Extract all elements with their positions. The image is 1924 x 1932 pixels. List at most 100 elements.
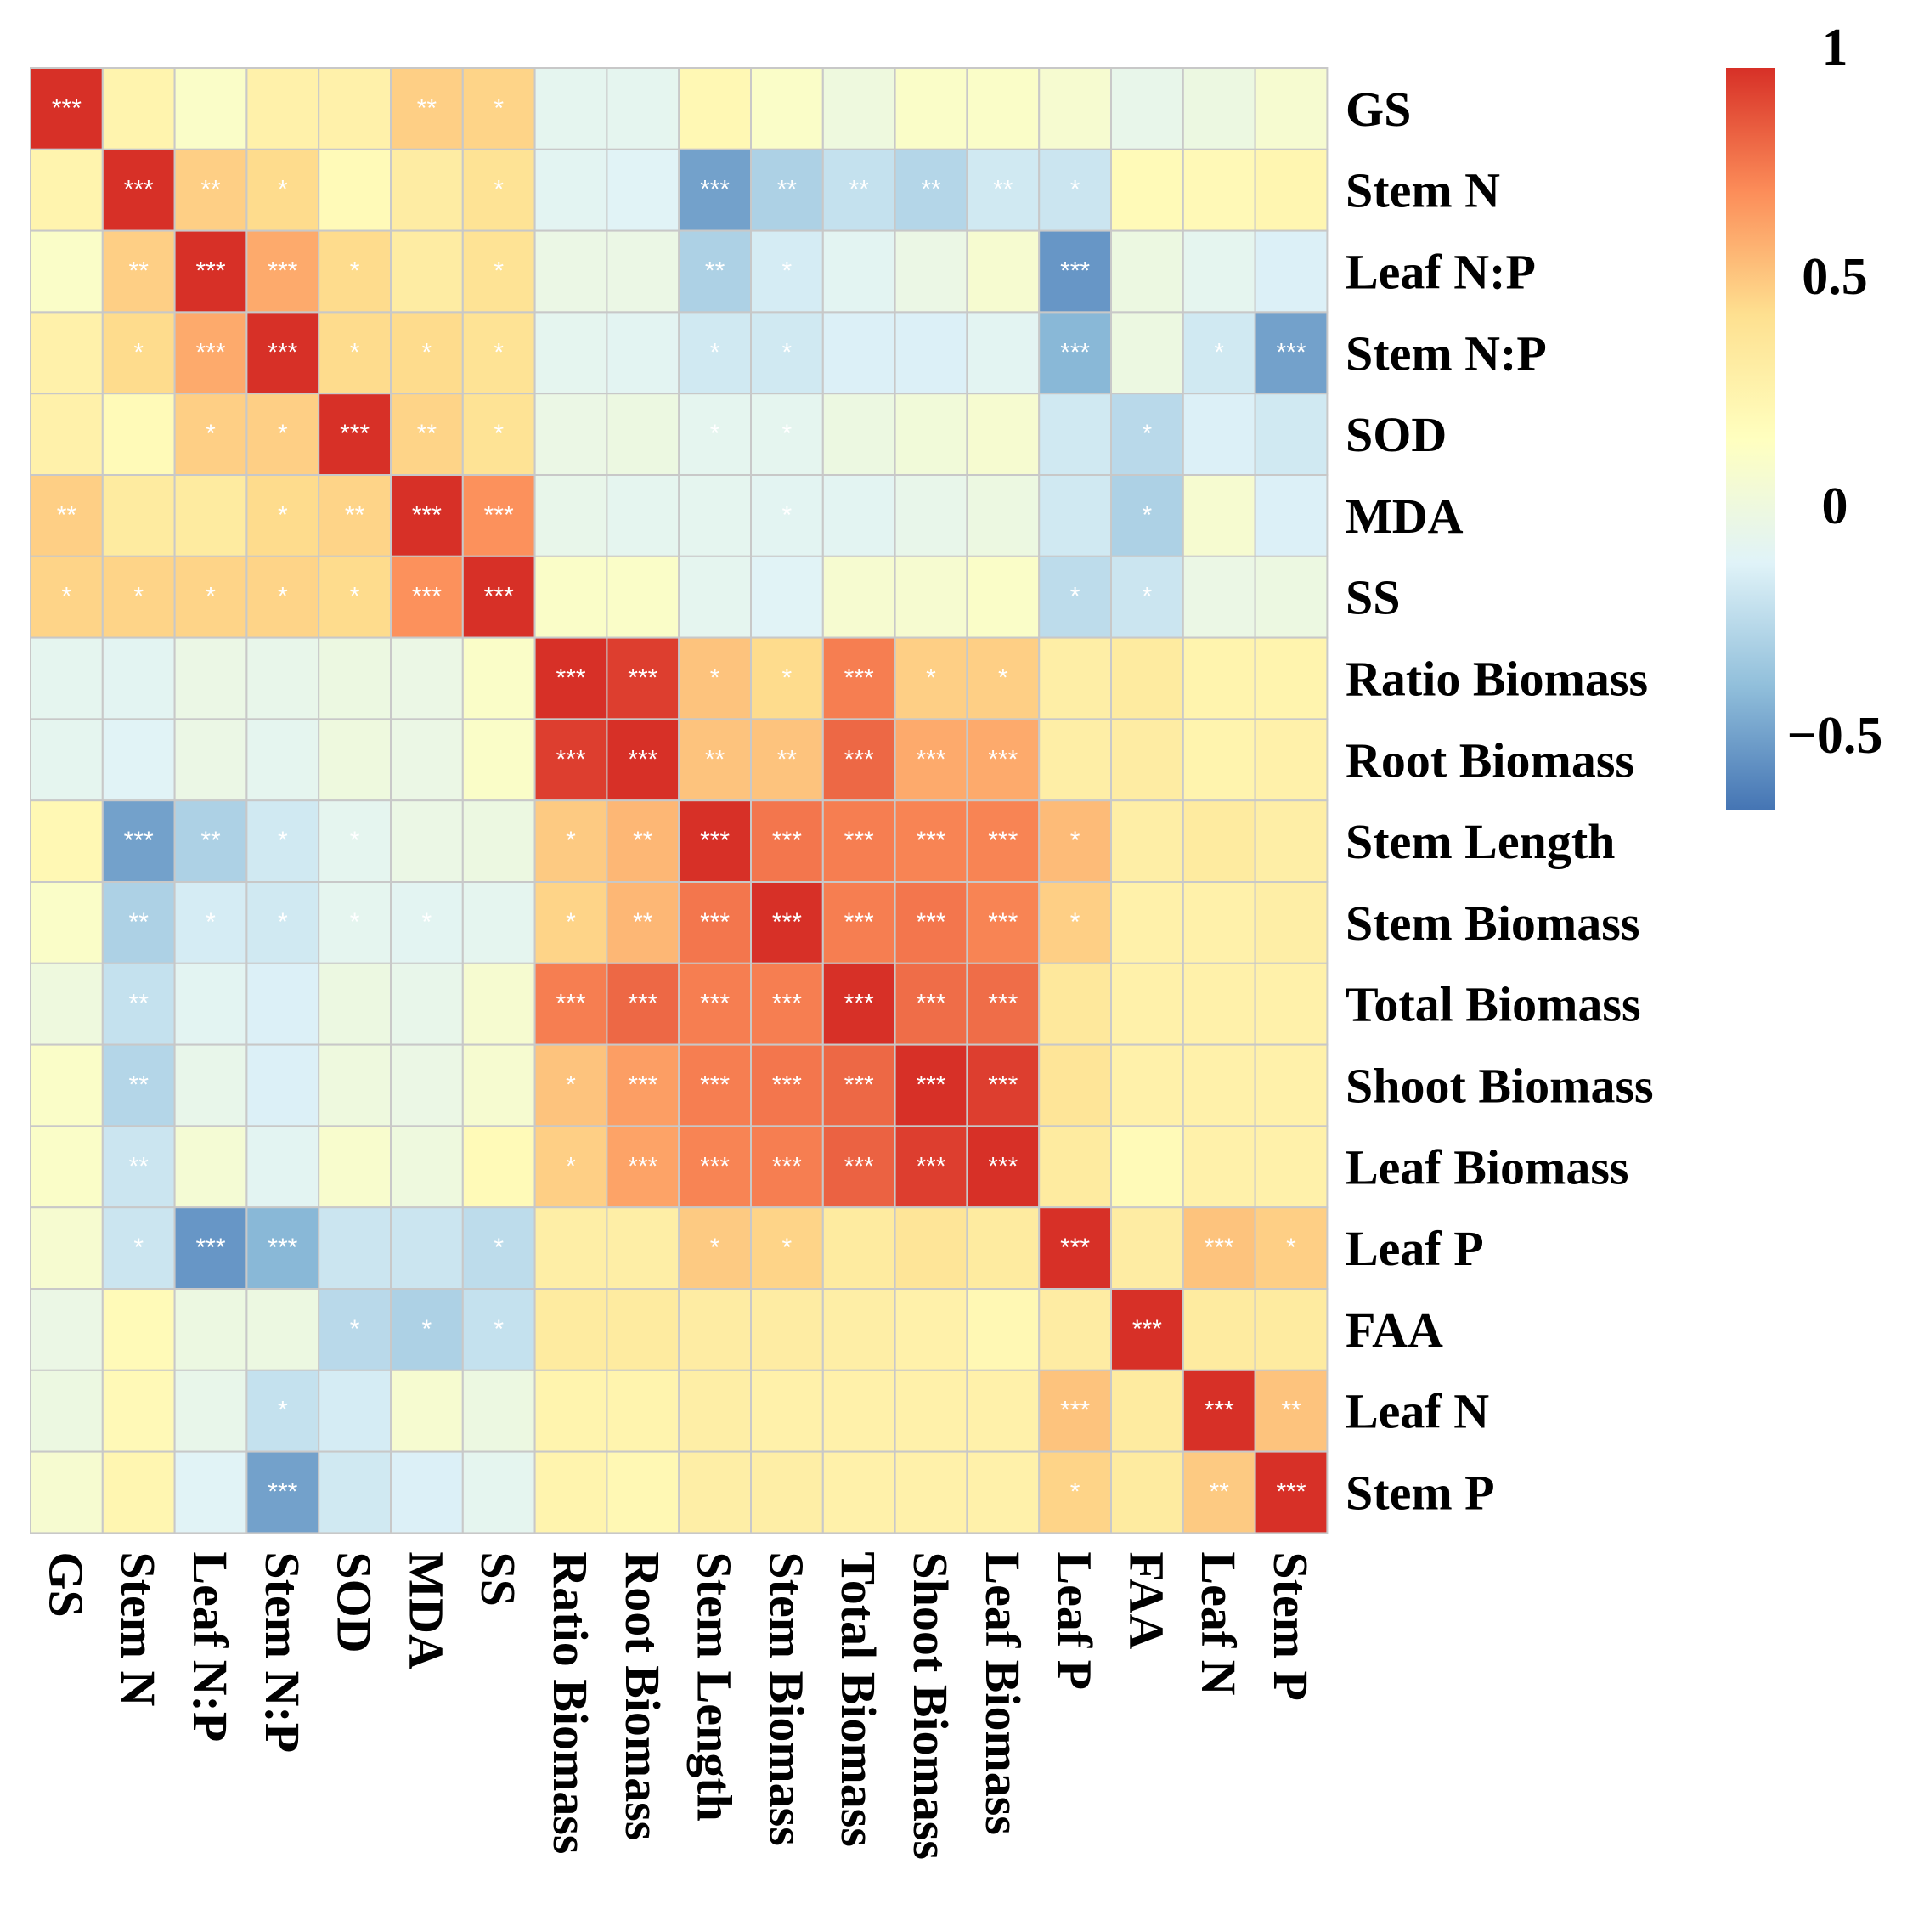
- heatmap-cells: [30, 67, 1329, 1534]
- heatmap-cell: [894, 229, 968, 314]
- heatmap-cell: [245, 636, 320, 720]
- significance-label: *: [62, 583, 72, 611]
- heatmap-cell: [678, 718, 753, 802]
- heatmap-cell: [966, 229, 1041, 314]
- significance-label: ***: [195, 338, 225, 366]
- heatmap-cell: [966, 1206, 1041, 1290]
- significance-label: *: [278, 827, 288, 855]
- heatmap-cell: [30, 799, 104, 884]
- significance-label: *: [278, 908, 288, 936]
- heatmap-cell: [606, 1288, 680, 1371]
- heatmap-cell: [1110, 799, 1184, 884]
- heatmap-cell: [966, 555, 1041, 639]
- heatmap-cell: [390, 718, 464, 802]
- heatmap-cell: [461, 1043, 536, 1127]
- heatmap-cell: [30, 393, 104, 477]
- heatmap-cell: [533, 799, 608, 884]
- row-label-stem-p: Stem P: [1346, 1466, 1495, 1521]
- significance-label: ***: [556, 990, 585, 1018]
- heatmap-cell: [678, 962, 753, 1046]
- heatmap-cell: [173, 799, 248, 884]
- heatmap-cell: [101, 1043, 176, 1127]
- heatmap-cell: [678, 1450, 753, 1534]
- heatmap-cell: [461, 881, 536, 964]
- heatmap-cell: [1182, 1450, 1256, 1534]
- heatmap-cell: [245, 67, 320, 150]
- col-label-leaf-biomass: Leaf Biomass: [975, 1551, 1030, 1834]
- heatmap-cell: [461, 718, 536, 802]
- row-label-leaf-p: Leaf P: [1346, 1221, 1484, 1276]
- significance-label: ***: [844, 827, 874, 855]
- heatmap-cell: [1182, 229, 1256, 314]
- heatmap-cell: [1038, 1206, 1112, 1290]
- significance-label: *: [278, 583, 288, 611]
- significance-label: ***: [700, 990, 730, 1018]
- significance-label: ***: [988, 827, 1018, 855]
- heatmap-cell: [821, 636, 896, 720]
- heatmap-cell: [30, 636, 104, 720]
- heatmap-cell: [245, 718, 320, 802]
- heatmap-cell: [1110, 555, 1184, 639]
- heatmap-cell: [30, 1043, 104, 1127]
- heatmap-cell: [894, 1125, 968, 1209]
- heatmap-cell: [606, 474, 680, 557]
- significance-label: **: [417, 94, 437, 122]
- significance-label: *: [1143, 583, 1153, 611]
- heatmap-cell: [318, 1369, 392, 1453]
- heatmap-cell: [318, 1450, 392, 1534]
- row-label-mda: MDA: [1346, 489, 1464, 544]
- significance-label: *: [133, 1234, 144, 1262]
- heatmap-cell: [318, 799, 392, 884]
- heatmap-cell: [101, 311, 176, 395]
- significance-label: *: [566, 827, 576, 855]
- significance-label: *: [494, 420, 504, 448]
- heatmap-cell: [101, 393, 176, 477]
- heatmap-cell: [894, 1450, 968, 1534]
- heatmap-cell: [894, 555, 968, 639]
- col-label-leaf-p: Leaf P: [1047, 1551, 1103, 1690]
- heatmap-cell: [245, 148, 320, 232]
- heatmap-cell: [533, 311, 608, 395]
- heatmap-cell: [461, 1369, 536, 1453]
- heatmap-cell: [390, 1043, 464, 1127]
- heatmap-cell: [461, 962, 536, 1046]
- heatmap-cell: [461, 229, 536, 314]
- significance-label: ***: [844, 745, 874, 773]
- heatmap-cell: [1254, 1043, 1329, 1127]
- heatmap-cell: [390, 636, 464, 720]
- heatmap-cell: [1038, 474, 1112, 557]
- heatmap-cell: [30, 67, 104, 150]
- heatmap-cell: [894, 1288, 968, 1371]
- heatmap-cell: [101, 1206, 176, 1290]
- heatmap-cell: [678, 474, 753, 557]
- heatmap-cell: [1254, 229, 1329, 314]
- heatmap-cell: [678, 1288, 753, 1371]
- heatmap-cell: [966, 311, 1041, 395]
- significance-label: ***: [484, 501, 514, 529]
- heatmap-cell: [1182, 718, 1256, 802]
- significance-label: **: [1210, 1478, 1230, 1506]
- heatmap-cell: [318, 1206, 392, 1290]
- significance-label: *: [782, 257, 793, 285]
- col-label-root-biomass: Root Biomass: [615, 1551, 670, 1840]
- row-label-total-biomass: Total Biomass: [1346, 977, 1641, 1032]
- significance-label: ***: [628, 1152, 657, 1180]
- heatmap-cell: [1254, 799, 1329, 884]
- row-labels: GS Stem N Leaf N:P Stem N:P SOD MDA SS Ratio Bi…: [1346, 82, 1654, 1521]
- heatmap-cell: [1254, 67, 1329, 150]
- row-label-ss: SS: [1346, 570, 1401, 625]
- heatmap-cell: [1038, 1369, 1112, 1453]
- heatmap-cell: [678, 67, 753, 150]
- significance-label: *: [494, 176, 504, 204]
- heatmap-cell: [606, 67, 680, 150]
- heatmap-cell: [101, 1288, 176, 1371]
- significance-label: ***: [484, 583, 514, 611]
- heatmap-cell: [461, 636, 536, 720]
- heatmap-cell: [30, 148, 104, 232]
- heatmap-cell: [390, 799, 464, 884]
- significance-label: ***: [700, 1152, 730, 1180]
- significance-label: ***: [988, 1071, 1018, 1099]
- significance-label: ***: [916, 827, 945, 855]
- heatmap-cell: [821, 229, 896, 314]
- significance-label: *: [494, 1234, 504, 1262]
